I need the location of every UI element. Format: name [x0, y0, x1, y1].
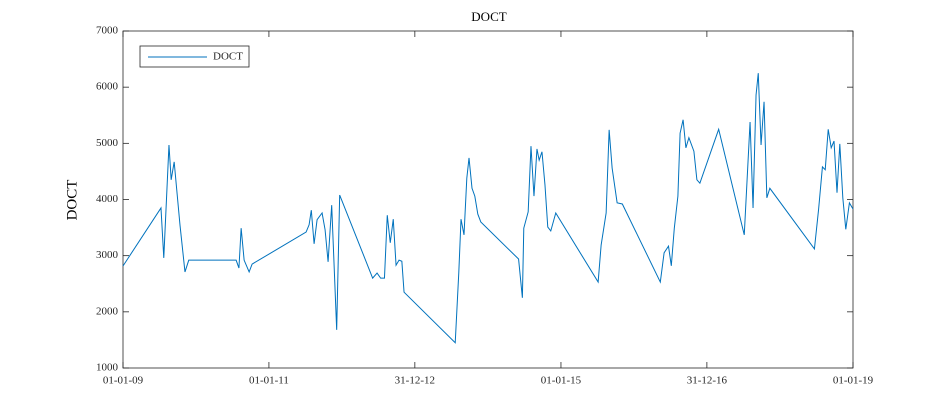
x-tick-label: 01-01-09 — [103, 375, 144, 387]
y-tick-label: 2000 — [96, 305, 119, 317]
x-tick-label: 01-01-19 — [833, 375, 874, 387]
x-tick-label: 01-01-15 — [541, 375, 582, 387]
chart-title: DOCT — [471, 9, 506, 24]
plot-area — [122, 30, 854, 369]
y-tick-label: 4000 — [96, 193, 119, 205]
y-tick-label: 1000 — [96, 362, 119, 374]
y-axis-label: DOCT — [64, 180, 80, 221]
legend-label: DOCT — [213, 51, 243, 63]
y-tick-label: 7000 — [96, 25, 119, 37]
x-tick-label: 01-01-11 — [249, 375, 289, 387]
x-tick-label: 31-12-16 — [687, 375, 728, 387]
x-tick-label: 31-12-12 — [395, 375, 435, 387]
y-tick-label: 6000 — [96, 81, 119, 93]
y-tick-label: 5000 — [96, 137, 119, 149]
data-line — [122, 73, 854, 344]
y-tick-label: 3000 — [96, 249, 119, 261]
